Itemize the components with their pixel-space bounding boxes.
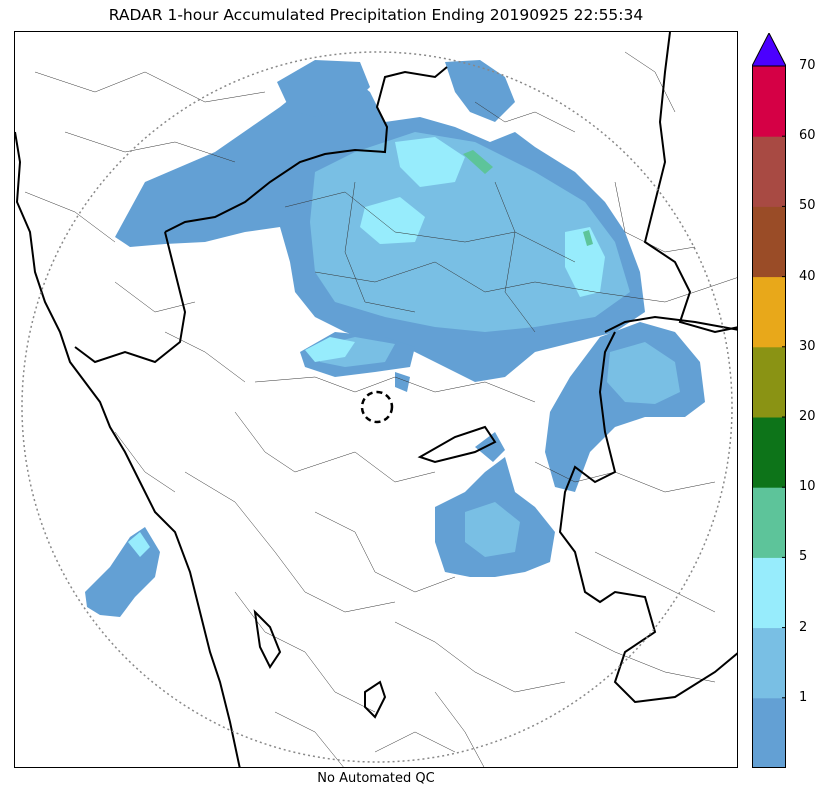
state-borders (74, 32, 737, 719)
qc-note: No Automated QC (317, 771, 435, 786)
precip-1-2-north (310, 132, 630, 332)
colorbar-overflow-triangle (752, 33, 786, 67)
precip-small-patch-b (395, 372, 410, 392)
colorbar-tick-label: 50 (799, 198, 816, 214)
precip-5-10-streak-a (463, 150, 493, 174)
colorbar-bin (752, 346, 786, 418)
precip-2-5-core-c (565, 227, 605, 297)
colorbar-tick-label: 1 (799, 689, 808, 705)
colorbar-tick-label: 10 (799, 479, 816, 495)
precip-small-patch-a (475, 432, 505, 462)
precip-layer-5-10 (463, 150, 593, 246)
precip-east-cell (545, 322, 705, 492)
state-border-south-island (253, 609, 282, 669)
precip-layer-2-5 (128, 137, 605, 557)
colorbar-bin (752, 417, 786, 488)
radar-map[interactable] (14, 31, 738, 768)
state-border-south-island-b (364, 680, 387, 719)
state-border-east (558, 331, 737, 704)
colorbar-tick-label: 40 (799, 268, 816, 284)
radar-range-ring (21, 51, 733, 763)
coastline-west (15, 131, 241, 767)
precip-2-5-band (305, 337, 355, 362)
state-border-west (74, 231, 187, 364)
colorbar-bin (752, 206, 786, 278)
district-borders (24, 51, 737, 767)
colorbar-tick-label: 30 (799, 338, 816, 354)
precip-2-5-core-a (395, 137, 465, 187)
precip-1-2-east (607, 342, 680, 404)
coastline (15, 131, 241, 767)
precip-west-band (277, 60, 370, 117)
precip-5-10-streak-b (583, 230, 593, 246)
map-canvas (15, 32, 737, 767)
colorbar-tick-label: 70 (799, 58, 816, 73)
chart-title: RADAR 1-hour Accumulated Precipitation E… (108, 6, 644, 24)
colorbar-bin (752, 557, 786, 629)
state-border-inner (417, 425, 497, 464)
colorbar-bin (752, 136, 786, 207)
state-border-east-north (643, 32, 737, 334)
colorbar-tick-label: 2 (799, 619, 808, 635)
state-border-north (164, 66, 448, 233)
precip-2-5-core-b (360, 197, 425, 244)
radar-site-marker[interactable] (360, 390, 394, 424)
colorbar-tick-label: 60 (799, 128, 816, 144)
precip-1-2-south (465, 502, 520, 557)
colorbar-bin (752, 487, 786, 558)
colorbar (752, 33, 786, 768)
state-border-east-box (604, 315, 737, 333)
colorbar-bin (752, 697, 786, 768)
colorbar-bin (752, 66, 786, 137)
colorbar-canvas (752, 33, 786, 768)
precip-north-extension (445, 60, 515, 122)
colorbar-tick-label: 20 (799, 409, 816, 424)
precip-southwest-cell (85, 527, 160, 617)
colorbar-tick-label: 5 (799, 549, 808, 565)
colorbar-bin (752, 276, 786, 348)
colorbar-bin (752, 627, 786, 699)
precip-2-5-sw (128, 532, 150, 557)
